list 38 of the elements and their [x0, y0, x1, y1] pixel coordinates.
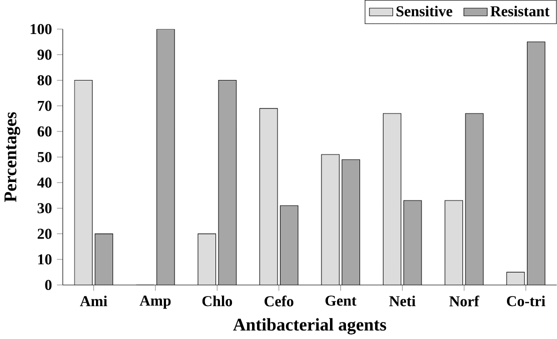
x-axis-title: Antibacterial agents — [233, 318, 386, 334]
y-tick-label: 70 — [38, 100, 52, 111]
x-tick-label: Co-tri — [506, 296, 546, 306]
bar — [218, 80, 236, 285]
y-tick-label: 90 — [37, 50, 52, 60]
y-tick-label: 10 — [38, 254, 52, 264]
bar — [198, 234, 216, 285]
y-tick-label: 80 — [38, 75, 52, 86]
y-axis-title: Percentages — [4, 112, 20, 202]
x-tick-label: Ami — [80, 296, 108, 306]
x-tick-label: Norf — [449, 296, 480, 306]
y-tick-label: 50 — [38, 152, 52, 162]
bar — [342, 160, 360, 285]
bar — [156, 29, 175, 285]
bar — [95, 234, 113, 285]
bar — [260, 108, 278, 285]
bar — [280, 206, 298, 285]
y-tick-label: 30 — [38, 203, 52, 214]
bar — [506, 272, 525, 285]
bar — [383, 114, 401, 285]
legend-label: Sensitive — [396, 6, 452, 16]
x-tick-label: Chlo — [202, 296, 232, 306]
legend-label: Resistant — [490, 6, 550, 16]
y-tick-label: 60 — [38, 126, 52, 137]
x-tick-label: Gent — [325, 296, 356, 306]
y-tick-label: 0 — [45, 280, 52, 290]
y-tick-label: 40 — [37, 178, 52, 188]
y-tick-label: 20 — [38, 228, 52, 239]
x-tick-label: Cefo — [264, 296, 294, 306]
x-tick-label: Neti — [389, 296, 416, 306]
bar — [74, 80, 92, 285]
bar — [526, 42, 546, 285]
x-tick-label: Amp — [140, 296, 171, 309]
bar — [321, 154, 340, 285]
bar — [465, 114, 484, 285]
y-tick-label: 100 — [30, 24, 52, 34]
bar — [444, 200, 463, 285]
bar — [404, 200, 422, 285]
